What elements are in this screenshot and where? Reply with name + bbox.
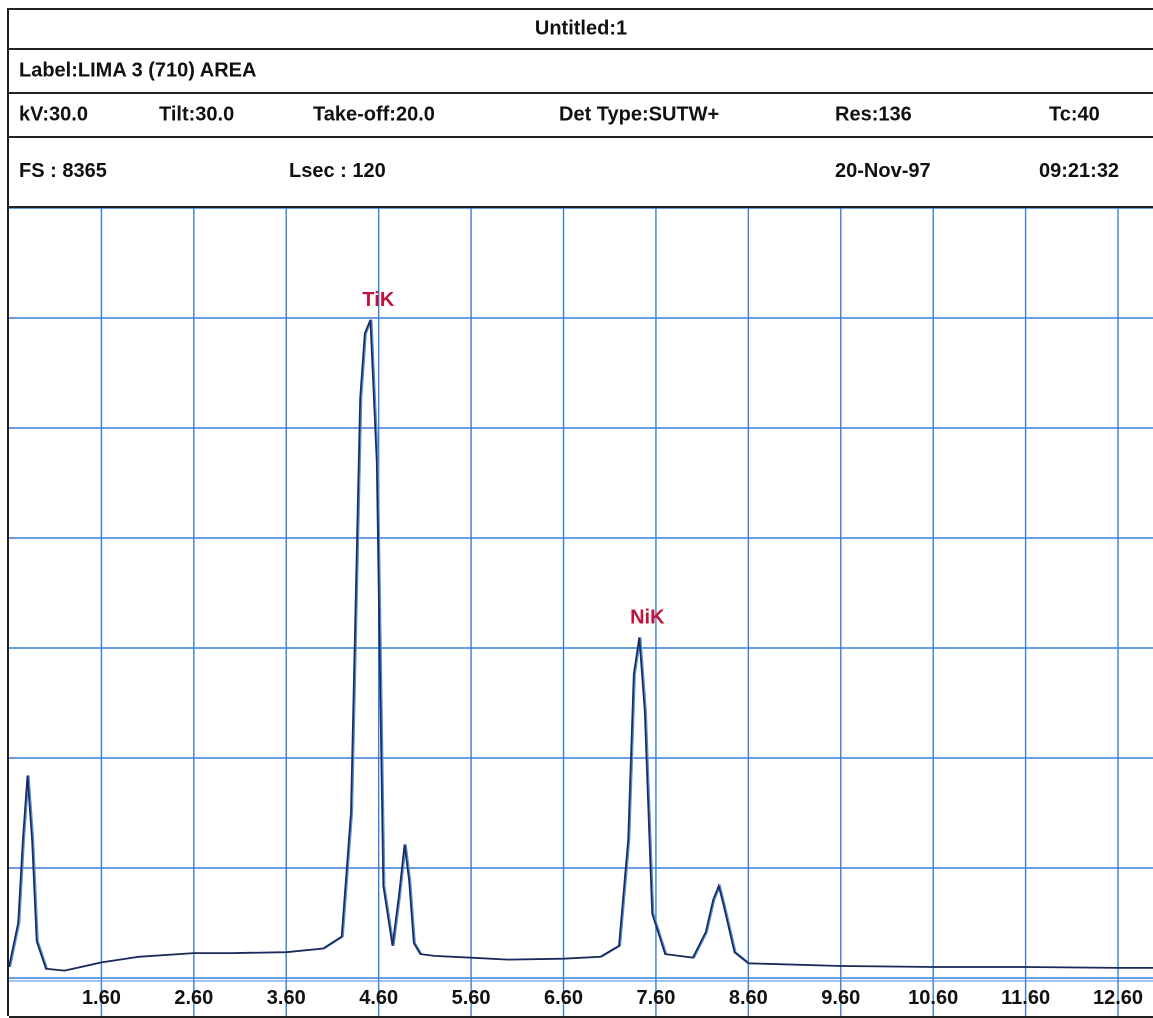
acquisition-time: 09:21:32 bbox=[1039, 160, 1119, 183]
x-tick-label: 3.60 bbox=[267, 987, 306, 1009]
label-row: Label:LIMA 3 (710) AREA bbox=[9, 50, 1153, 94]
acquisition-date: 20-Nov-97 bbox=[835, 160, 931, 183]
x-tick-label: 4.60 bbox=[359, 987, 398, 1009]
tilt-value: Tilt:30.0 bbox=[159, 104, 234, 127]
x-tick-label: 2.60 bbox=[174, 987, 213, 1009]
series-line bbox=[9, 320, 1153, 971]
x-tick-label: 11.60 bbox=[1001, 987, 1050, 1009]
title-row: Untitled:1 bbox=[9, 10, 1153, 50]
peak-label: NiK bbox=[630, 606, 665, 628]
series-overlay-line bbox=[11, 320, 1153, 971]
x-tick-label: 9.60 bbox=[821, 987, 860, 1009]
x-tick-label: 6.60 bbox=[544, 987, 583, 1009]
peak-label: TiK bbox=[362, 289, 394, 311]
resolution-value: Res:136 bbox=[835, 104, 912, 127]
window-title: Untitled:1 bbox=[9, 18, 1153, 41]
x-tick-label: 1.60 bbox=[82, 987, 121, 1009]
x-tick-label: 7.60 bbox=[636, 987, 675, 1009]
kv-value: kV:30.0 bbox=[19, 104, 88, 127]
spectrum-plot: 1.60 2.60 3.60 4.60 5.60 6.60 7.60 8.60 9.60 10.6… bbox=[9, 208, 1153, 1018]
x-tick-label: 12.60 bbox=[1093, 987, 1143, 1009]
series-layer bbox=[9, 320, 1153, 971]
full-scale-value: FS : 8365 bbox=[19, 160, 107, 183]
x-tick-label: 10.60 bbox=[908, 987, 958, 1009]
takeoff-value: Take-off:20.0 bbox=[313, 104, 435, 127]
x-tick-label: 8.60 bbox=[729, 987, 768, 1009]
x-tick-labels: 1.60 2.60 3.60 4.60 5.60 6.60 7.60 8.60 9.60 10.6… bbox=[82, 987, 1143, 1009]
tc-value: Tc:40 bbox=[1049, 104, 1100, 127]
x-tick-label: 5.60 bbox=[452, 987, 491, 1009]
peak-labels: TiK NiK bbox=[362, 289, 665, 629]
parameters-row: kV:30.0 Tilt:30.0 Take-off:20.0 Det Type… bbox=[9, 94, 1153, 138]
spectrum-window: Untitled:1 Label:LIMA 3 (710) AREA kV:30… bbox=[7, 8, 1153, 1016]
sample-label: Label:LIMA 3 (710) AREA bbox=[19, 60, 256, 83]
grid bbox=[9, 208, 1153, 1018]
live-seconds: Lsec : 120 bbox=[289, 160, 386, 183]
detector-type: Det Type:SUTW+ bbox=[559, 104, 719, 127]
meta-row: FS : 8365 Lsec : 120 20-Nov-97 09:21:32 bbox=[9, 138, 1153, 208]
